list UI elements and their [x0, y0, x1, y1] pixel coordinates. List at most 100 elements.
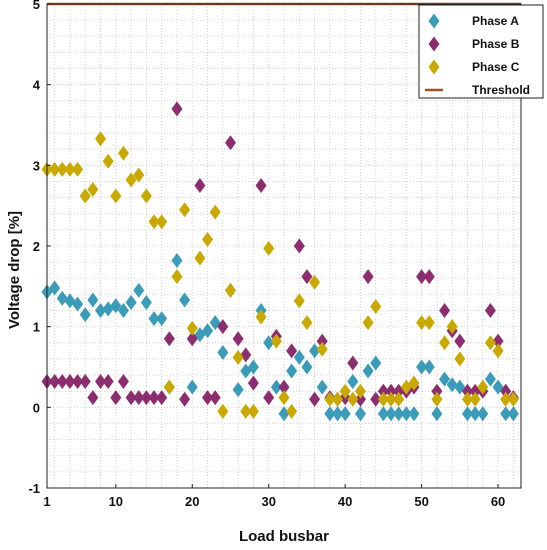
- y-ticks: -1 0 1 2 3 4 5: [28, 0, 51, 496]
- data-point: [301, 269, 313, 285]
- data-point: [500, 406, 512, 422]
- data-point: [247, 359, 259, 375]
- data-point: [469, 406, 481, 422]
- x-tick-label: 10: [109, 494, 123, 509]
- y-tick-label: 2: [33, 239, 40, 254]
- data-point: [156, 214, 168, 230]
- data-point: [171, 101, 183, 117]
- data-point: [247, 375, 259, 391]
- data-point: [171, 253, 183, 269]
- data-point: [293, 349, 305, 365]
- legend-swatch: [428, 13, 440, 29]
- data-point: [370, 299, 382, 314]
- data-point: [393, 406, 405, 422]
- data-point: [416, 359, 428, 375]
- data-point: [64, 374, 76, 390]
- data-point: [332, 406, 344, 422]
- data-point: [194, 178, 206, 193]
- data-point: [56, 161, 68, 177]
- x-tick-label: 50: [414, 494, 428, 509]
- data-point: [224, 135, 236, 151]
- y-tick-label: -1: [28, 481, 40, 496]
- data-point: [484, 303, 496, 319]
- data-point: [87, 390, 99, 406]
- data-point: [316, 379, 328, 395]
- y-tick-label: 1: [33, 320, 40, 335]
- data-point: [202, 323, 214, 339]
- x-tick-label: 1: [43, 494, 50, 509]
- data-point: [377, 383, 389, 399]
- data-point: [377, 406, 389, 422]
- data-point: [423, 315, 435, 331]
- data-point: [416, 315, 428, 331]
- data-point: [232, 382, 244, 398]
- data-point: [95, 374, 107, 390]
- data-point: [179, 391, 191, 407]
- data-point: [270, 333, 282, 349]
- data-point: [163, 331, 175, 347]
- data-point: [469, 391, 481, 407]
- data-point: [431, 383, 443, 399]
- data-point: [133, 282, 145, 298]
- data-point: [110, 298, 122, 314]
- data-point: [87, 182, 99, 198]
- data-point: [477, 406, 489, 422]
- legend: Phase A Phase B Phase C Threshold: [418, 4, 544, 99]
- data-point: [492, 333, 504, 349]
- data-point: [224, 282, 236, 298]
- data-point: [354, 406, 366, 422]
- data-point: [500, 391, 512, 407]
- data-point: [484, 371, 496, 387]
- data-point: [79, 374, 91, 390]
- data-point: [362, 269, 374, 285]
- data-point: [431, 406, 443, 422]
- legend-swatch: [428, 36, 440, 52]
- data-point: [49, 280, 61, 296]
- series-phase-c: [41, 131, 519, 419]
- data-point: [377, 391, 389, 407]
- series-phase-b: [41, 101, 519, 407]
- data-point: [209, 390, 221, 406]
- data-point: [461, 383, 473, 399]
- data-point: [133, 167, 145, 183]
- data-point: [309, 274, 321, 290]
- data-point: [148, 214, 160, 230]
- legend-label: Phase B: [472, 37, 520, 51]
- data-point: [186, 320, 198, 336]
- data-points: [41, 101, 519, 422]
- data-point: [56, 374, 68, 390]
- data-point: [454, 351, 466, 367]
- legend-swatch: [428, 59, 440, 75]
- data-point: [347, 391, 359, 407]
- data-point: [202, 232, 214, 248]
- data-point: [461, 391, 473, 407]
- data-point: [125, 172, 137, 188]
- data-point: [286, 343, 298, 359]
- data-point: [385, 406, 397, 422]
- data-point: [439, 335, 451, 351]
- x-tick-label: 30: [261, 494, 275, 509]
- data-point: [64, 161, 76, 177]
- data-point: [316, 341, 328, 357]
- data-point: [439, 371, 451, 387]
- data-point: [416, 269, 428, 285]
- data-point: [255, 178, 267, 193]
- data-point: [385, 383, 397, 399]
- y-tick-label: 0: [33, 400, 40, 415]
- data-point: [56, 290, 68, 306]
- data-point: [110, 188, 122, 204]
- data-point: [217, 344, 229, 360]
- legend-label: Phase A: [472, 14, 519, 28]
- data-point: [186, 331, 198, 347]
- data-point: [439, 303, 451, 319]
- data-point: [247, 403, 259, 419]
- data-point: [49, 161, 61, 177]
- data-point: [186, 379, 198, 395]
- legend-label: Threshold: [472, 83, 530, 97]
- data-point: [270, 379, 282, 395]
- data-point: [293, 238, 305, 254]
- data-point: [500, 383, 512, 399]
- data-point: [125, 390, 137, 406]
- data-point: [202, 390, 214, 406]
